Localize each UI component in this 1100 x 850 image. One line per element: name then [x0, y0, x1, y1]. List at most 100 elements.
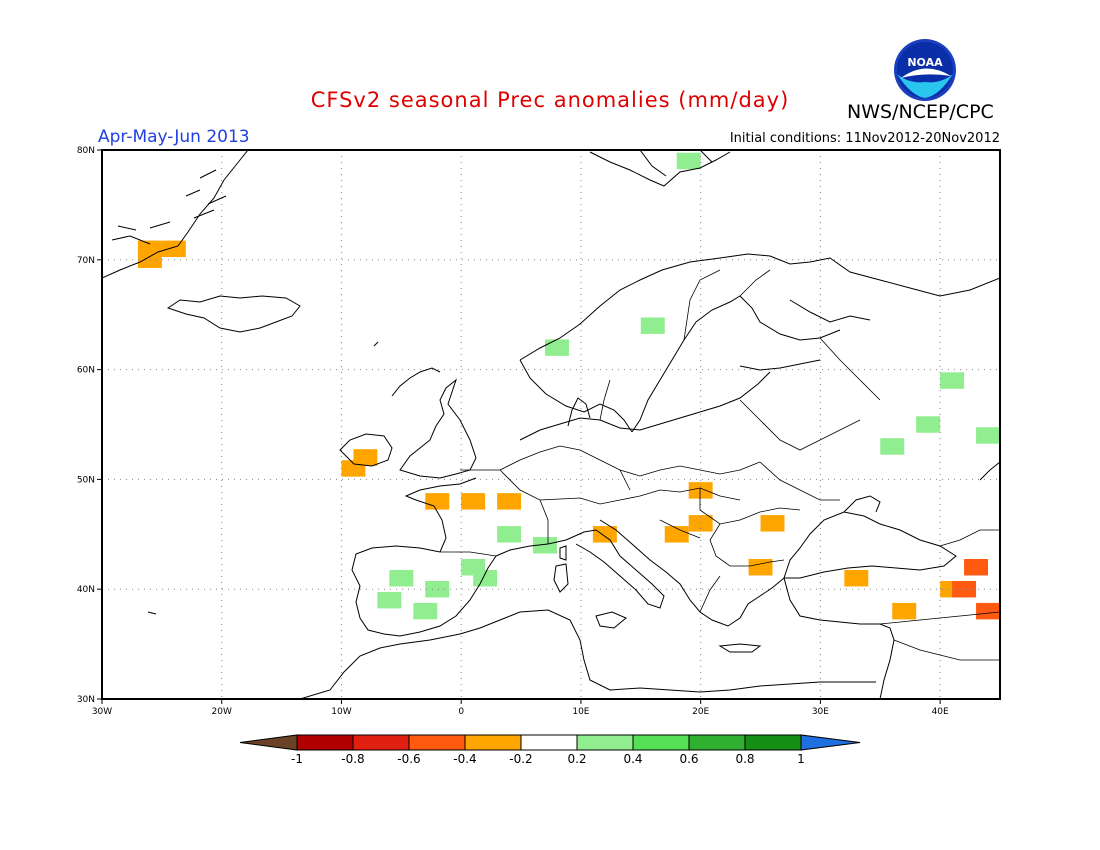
lat-tick-label: 50N — [77, 475, 95, 485]
anomaly-cell — [940, 372, 965, 389]
coastline-black-sea — [783, 511, 957, 579]
borders — [440, 269, 1000, 661]
coastline-sicily — [595, 611, 627, 629]
initial-conditions: Initial conditions: 11Nov2012-20Nov2012 — [729, 131, 1000, 146]
coastline-svalbard — [589, 151, 731, 187]
coastline-greenland — [102, 150, 249, 279]
anomaly-cell — [916, 416, 941, 433]
lat-tick-label: 30N — [77, 695, 95, 705]
anomaly-cell — [688, 515, 713, 532]
colorbar-label: -1 — [291, 752, 303, 766]
anomaly-cell — [389, 569, 414, 587]
anomaly-cell — [676, 152, 701, 170]
coastline-azores — [147, 611, 157, 615]
anomaly-cell — [461, 493, 486, 510]
colorbar-label: 1 — [797, 752, 805, 766]
colorbar-max-arrow — [800, 734, 861, 751]
colorbar-label: 0.6 — [679, 752, 698, 766]
anomaly-cell — [533, 537, 557, 554]
anomaly-cell — [844, 569, 869, 587]
colorbar-label: 0.2 — [567, 752, 586, 766]
coastline-denmark — [567, 397, 591, 427]
colorbar-box — [520, 734, 578, 751]
anomaly-cell — [976, 602, 1000, 620]
colorbar-box — [352, 734, 410, 751]
forecast-period: Apr-May-Jun 2013 — [98, 127, 250, 147]
colorbar-box — [632, 734, 690, 751]
colorbar-box — [296, 734, 354, 751]
colorbar-label: 0.4 — [623, 752, 642, 766]
anomaly-cell — [964, 559, 989, 576]
lat-tick-label: 70N — [77, 256, 95, 266]
colorbar-label: -0.2 — [509, 752, 532, 766]
colorbar-box — [744, 734, 802, 751]
colorbar-box — [408, 734, 466, 751]
colorbar-box — [464, 734, 522, 751]
colorbar-label: -0.4 — [453, 752, 476, 766]
coastline-iceland — [166, 295, 301, 333]
lon-tick-label: 20E — [692, 707, 709, 717]
anomaly-cell — [545, 339, 569, 356]
coastline-baltic-south — [519, 371, 771, 441]
anomaly-cell — [748, 559, 773, 576]
anomaly-cell — [425, 580, 450, 598]
colorbar-label: -0.8 — [341, 752, 364, 766]
coastline-italy — [547, 529, 665, 609]
colorbar-label: -0.6 — [397, 752, 420, 766]
anomaly-cell — [640, 317, 665, 334]
coastline-scandinavia — [519, 253, 1000, 361]
lat-tick-label: 80N — [77, 146, 95, 156]
anomaly-cell — [377, 591, 402, 609]
colorbar-box — [576, 734, 634, 751]
coastline-north-africa — [299, 609, 876, 699]
anomaly-cell — [664, 526, 689, 543]
lat-tick-label: 60N — [77, 366, 95, 376]
lon-tick-label: 30W — [92, 707, 112, 717]
anomaly-cell — [976, 427, 1000, 444]
coastline-caspian — [979, 461, 1000, 481]
lon-tick-label: 30E — [812, 707, 829, 717]
coastline-crimea — [843, 495, 881, 513]
coastline-corsica — [559, 545, 567, 561]
anomaly-cell — [137, 251, 162, 269]
coastline-finland-gulf — [739, 359, 821, 371]
agency-label: NWS/NCEP/CPC — [847, 101, 994, 123]
coastline-turkey-south — [783, 577, 895, 699]
noaa-logo: NOAA — [894, 39, 956, 101]
anomaly-cell — [413, 602, 438, 620]
anomaly-cell — [952, 580, 977, 598]
coastline-norway-south — [519, 359, 633, 433]
coastline-sweden-east — [631, 295, 841, 433]
anomaly-cell — [497, 493, 522, 510]
coastline-white-sea — [789, 299, 871, 323]
coastline-crete — [718, 643, 762, 653]
coastline-ireland — [339, 433, 393, 467]
anomaly-cell — [161, 240, 186, 258]
anomaly-cell — [688, 482, 713, 499]
map-frame — [101, 149, 1001, 700]
coastline-svalbard-2 — [639, 150, 713, 177]
coastline-sardinia — [553, 563, 569, 593]
colorbar-box — [688, 734, 746, 751]
coastline-france-med — [495, 543, 549, 557]
anomaly-cell — [592, 526, 617, 543]
anomaly-cell — [892, 602, 917, 620]
lon-tick-label: 40E — [932, 707, 949, 717]
coastline-iberia — [351, 545, 497, 637]
lon-tick-label: 0 — [458, 707, 464, 717]
coastline-greenland-fjords — [111, 169, 227, 245]
chart-title: CFSv2 seasonal Prec anomalies (mm/day) — [310, 88, 790, 112]
coastline-great-britain — [399, 378, 477, 479]
lon-tick-label: 10W — [331, 707, 351, 717]
coastline-scotland-north — [391, 367, 441, 397]
lon-tick-label: 20W — [212, 707, 232, 717]
anomaly-cell — [760, 515, 785, 532]
anomaly-cell — [880, 438, 905, 455]
svg-text:NOAA: NOAA — [907, 56, 943, 69]
anomaly-cell — [497, 526, 522, 543]
coastline-faroe — [373, 341, 379, 347]
colorbar-min-arrow — [239, 734, 298, 751]
coastline-france-west — [404, 477, 477, 553]
